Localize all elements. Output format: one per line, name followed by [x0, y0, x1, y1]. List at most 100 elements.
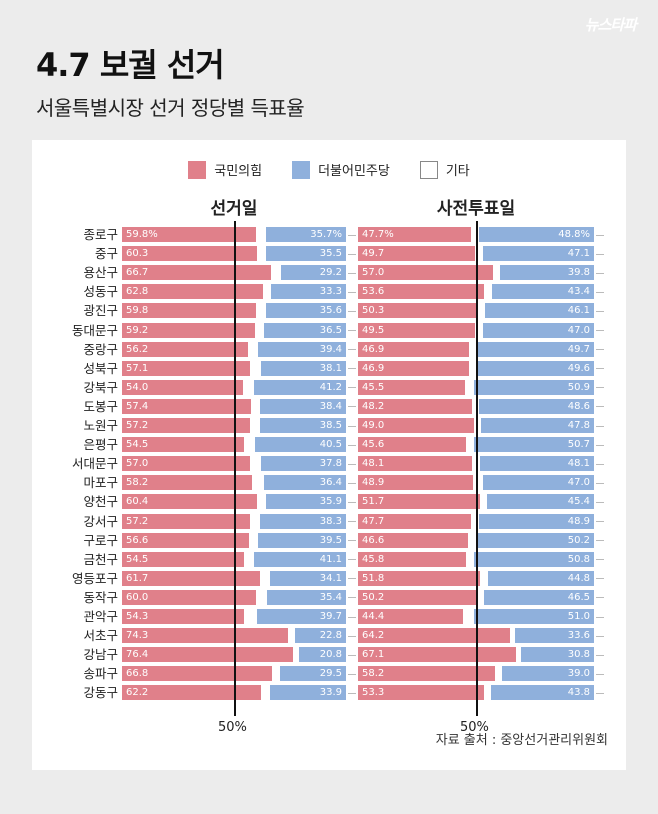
bar-dpk-election-day: [280, 265, 346, 281]
bar-dpk-early-voting: [491, 284, 594, 300]
district-label: 구로구: [83, 532, 118, 548]
bar-label-ppp-early-voting: 51.8: [362, 572, 385, 584]
bar-ppp-election-day: [122, 551, 245, 567]
bar-dpk-early-voting: [476, 341, 594, 357]
bar-label-ppp-early-voting: 51.7: [362, 496, 385, 508]
bar-label-ppp-election-day: 57.0: [126, 458, 149, 470]
row-tick: [596, 501, 604, 503]
bar-label-dpk-election-day: 36.5: [319, 324, 342, 336]
row-tick: [348, 444, 356, 446]
bar-dpk-election-day: [259, 398, 346, 414]
bar-label-ppp-election-day: 59.8: [126, 305, 149, 317]
row-tick: [348, 387, 356, 389]
bar-label-ppp-early-voting: 45.8: [362, 553, 385, 565]
row-tick: [348, 540, 356, 542]
chart-panel: 국민의힘 더불어민주당 기타 선거일 사전투표일 종로구 중구 용산구 성동구 광진구 동…: [32, 140, 626, 770]
bar-label-dpk-election-day: 38.4: [319, 400, 342, 412]
row-tick: [596, 540, 604, 542]
bar-label-ppp-election-day: 57.4: [126, 400, 149, 412]
bar-label-dpk-early-voting: 48.6: [567, 400, 590, 412]
bar-label-dpk-election-day: 39.4: [319, 343, 342, 355]
bar-label-ppp-election-day: 74.3: [126, 630, 149, 642]
bar-dpk-election-day: [253, 551, 346, 567]
bar-ppp-early-voting: [358, 589, 477, 605]
bar-label-ppp-election-day: 56.2: [126, 343, 149, 355]
bar-label-ppp-early-voting: 48.2: [362, 400, 385, 412]
bar-dpk-election-day: [260, 513, 346, 529]
bar-label-ppp-early-voting: 64.2: [362, 630, 385, 642]
bar-label-ppp-early-voting: 50.2: [362, 591, 385, 603]
row-tick: [348, 616, 356, 618]
row-tick: [596, 291, 604, 293]
bar-dpk-early-voting: [514, 628, 594, 644]
bar-dpk-early-voting: [521, 647, 594, 663]
bar-ppp-early-voting: [358, 246, 476, 262]
bar-label-ppp-election-day: 57.1: [126, 362, 149, 374]
bar-label-dpk-early-voting: 43.4: [567, 286, 590, 298]
bar-label-ppp-election-day: 62.8: [126, 286, 149, 298]
bar-ppp-early-voting: [358, 322, 475, 338]
row-tick: [348, 692, 356, 694]
bar-ppp-election-day: [122, 360, 250, 376]
bar-ppp-early-voting: [358, 303, 477, 319]
district-label: 송파구: [83, 666, 118, 682]
row-tick: [348, 635, 356, 637]
legend-label-other: 기타: [445, 164, 470, 179]
axis-50-label-election-day: 50%: [218, 720, 247, 736]
bar-ppp-early-voting: [358, 532, 468, 548]
bar-ppp-election-day: [122, 456, 250, 472]
bar-label-dpk-election-day: 38.1: [319, 362, 342, 374]
row-tick: [596, 310, 604, 312]
bar-dpk-election-day: [271, 284, 346, 300]
row-tick: [596, 616, 604, 618]
bar-dpk-election-day: [260, 360, 346, 376]
bar-label-dpk-early-voting: 47.1: [567, 248, 590, 260]
bar-ppp-election-day: [122, 227, 256, 242]
row-tick: [596, 463, 604, 465]
bar-dpk-election-day: [264, 322, 346, 338]
bar-label-ppp-election-day: 54.0: [126, 381, 149, 393]
bar-dpk-election-day: [279, 666, 346, 682]
district-label: 동대문구: [71, 322, 118, 338]
row-tick: [596, 349, 604, 351]
district-label: 관악구: [83, 609, 118, 624]
bar-ppp-election-day: [122, 398, 251, 414]
brand-logo: 뉴스타파: [584, 16, 637, 34]
bar-label-dpk-early-voting: 49.6: [567, 362, 590, 374]
chart-title-election-day: 선거일: [210, 199, 258, 219]
bar-label-ppp-early-voting: 49.7: [362, 248, 385, 260]
legend-label-dpk: 더불어민주당: [318, 164, 390, 179]
bar-ppp-early-voting: [358, 227, 471, 242]
bar-ppp-early-voting: [358, 379, 466, 395]
row-tick: [596, 597, 604, 599]
bar-label-dpk-election-day: 35.7%: [310, 229, 342, 240]
bar-ppp-early-voting: [358, 341, 469, 357]
bar-ppp-early-voting: [358, 456, 472, 472]
row-tick: [348, 521, 356, 522]
bar-ppp-election-day: [122, 437, 245, 453]
bar-label-dpk-election-day: 41.1: [319, 553, 342, 565]
row-tick: [348, 578, 356, 580]
legend-swatch-ppp: [188, 160, 207, 179]
bar-label-ppp-election-day: 66.8: [126, 668, 149, 680]
bar-dpk-early-voting: [483, 475, 594, 491]
bar-label-dpk-early-voting: 47.0: [567, 324, 590, 336]
bar-label-ppp-early-voting: 45.5: [362, 381, 385, 393]
bar-label-dpk-election-day: 38.3: [319, 515, 342, 527]
bar-label-ppp-early-voting: 50.3: [362, 305, 385, 317]
legend-item-other: 기타: [419, 160, 470, 179]
row-tick: [348, 234, 356, 236]
bar-ppp-early-voting: [358, 284, 485, 300]
bar-label-ppp-election-day: 57.2: [126, 515, 149, 527]
bar-label-dpk-election-day: 35.5: [319, 248, 342, 260]
bar-label-dpk-early-voting: 51.0: [567, 611, 590, 622]
bar-dpk-election-day: [257, 532, 346, 548]
district-label: 강동구: [83, 685, 118, 701]
bar-ppp-election-day: [122, 379, 243, 395]
district-label: 종로구: [83, 227, 118, 242]
bar-label-dpk-early-voting: 50.2: [567, 534, 590, 546]
district-label: 노원구: [83, 418, 118, 433]
bar-dpk-early-voting: [484, 589, 594, 605]
bar-label-ppp-early-voting: 53.6: [362, 286, 385, 298]
bar-dpk-election-day: [266, 246, 346, 262]
